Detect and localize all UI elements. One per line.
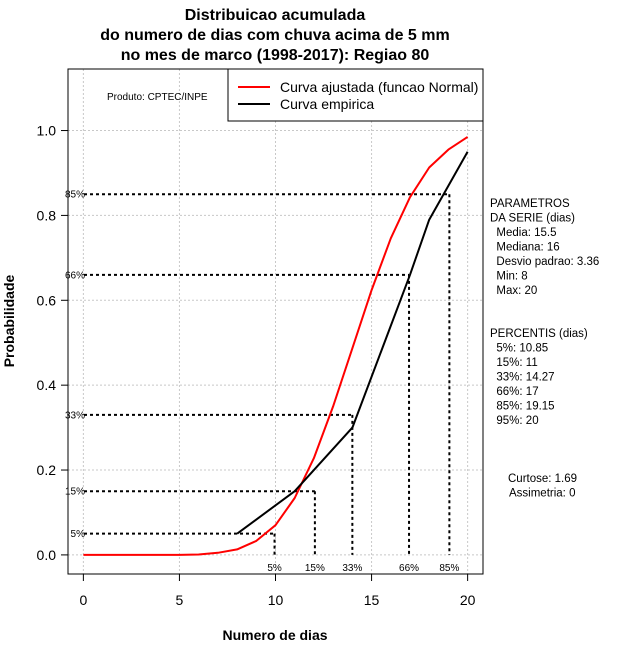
y-tick-label-2: 0.4 [37,377,57,393]
params-line-4: Desvio padrao: 3.36 [490,256,599,268]
axes: 0 5 10 15 20 0.0 0.2 0.4 0.6 0.8 1.0 [37,123,476,608]
percentis-line-2: 15%: 11 [490,357,538,369]
percentile-guides: 5% 5% 15% 15% 33% 33% 66% 66% 85% 85% [65,190,460,574]
params-line-5: Min: 8 [490,271,528,283]
legend-label-fitted: Curva ajustada (funcao Normal) [280,79,478,95]
percentis-line-4: 66%: 17 [490,386,539,398]
percentile-label-left-3: 66% [65,270,85,281]
shape-line-1: Assimetria: 0 [509,488,575,500]
params-line-0: PARAMETROS [490,198,570,210]
source-note: Produto: CPTEC/INPE [107,92,208,103]
x-tick-label-1: 5 [176,592,184,608]
percentile-label-left-4: 85% [65,190,85,201]
legend: Curva ajustada (funcao Normal) Curva emp… [227,68,484,122]
params-line-6: Max: 20 [490,285,537,297]
x-tick-label-0: 0 [79,592,87,608]
percentis-line-6: 95%: 20 [490,415,539,427]
percentile-label-left-1: 15% [65,487,85,498]
percentile-label-left-0: 5% [71,529,86,540]
y-tick-label-3: 0.6 [37,292,57,308]
legend-box [227,68,484,122]
percentile-label-bottom-0: 5% [267,563,282,574]
grid [68,69,483,574]
x-tick-label-2: 10 [268,592,284,608]
side-panel: PARAMETROS DA SERIE (dias) Media: 15.5 Me… [490,198,599,500]
percentis-line-3: 33%: 14.27 [490,372,555,384]
percentis-line-1: 5%: 10.85 [490,343,548,355]
chart-title-line-2: do numero de dias com chuva acima de 5 m… [100,27,449,44]
x-tick-label-4: 20 [460,592,476,608]
percentile-label-bottom-2: 33% [342,563,362,574]
percentis-line-5: 85%: 19.15 [490,401,555,413]
y-axis-title: Probabilidade [1,275,17,368]
series-line-1 [236,151,469,535]
shape-line-0: Curtose: 1.69 [508,473,577,485]
y-tick-label-1: 0.2 [37,462,57,478]
params-line-1: DA SERIE (dias) [490,213,575,225]
legend-label-empirical: Curva empirica [280,96,374,112]
params-line-2: Media: 15.5 [490,227,556,239]
y-tick-label-0: 0.0 [37,547,57,563]
x-axis-title: Numero de dias [222,627,327,643]
percentile-label-bottom-3: 66% [399,563,419,574]
y-tick-label-4: 0.8 [37,207,57,223]
percentis-line-0: PERCENTIS (dias) [490,328,588,340]
x-tick-label-3: 15 [364,592,380,608]
percentile-label-bottom-1: 15% [305,563,325,574]
y-tick-label-5: 1.0 [37,123,57,139]
chart-title-line-1: Distribuicao acumulada [185,7,366,24]
chart-title-line-3: no mes de marco (1998-2017): Regiao 80 [121,47,430,64]
series-line-0 [83,136,469,556]
series-group [83,136,469,556]
percentile-label-bottom-4: 85% [439,563,459,574]
params-line-3: Mediana: 16 [490,242,560,254]
percentile-label-left-2: 33% [65,410,85,421]
